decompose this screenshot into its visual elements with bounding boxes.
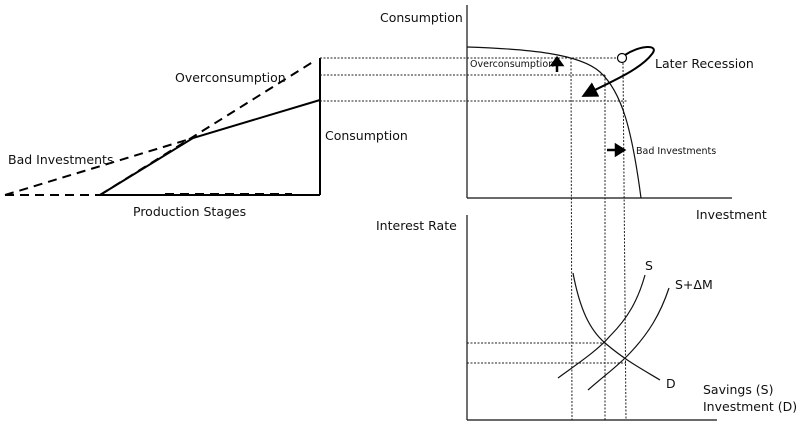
unsustainable-point [616, 52, 628, 64]
supply-label: S [645, 258, 653, 273]
recession-arrow [581, 46, 655, 97]
ppf-curve [466, 46, 642, 199]
bad-investments-label: Bad Investments [8, 152, 113, 167]
guide-lines [320, 57, 627, 421]
investment-axis-label: Investment [696, 207, 767, 222]
demand-curve [572, 272, 661, 381]
right-arrow-icon [607, 142, 627, 158]
hayekian-triangle: Overconsumption Bad Investments Consumpt… [4, 58, 408, 219]
overconsumption-small-label: Overconsumption [470, 59, 554, 70]
consumption-axis-label: Consumption [380, 10, 463, 25]
bad-investments-small-label: Bad Investments [636, 146, 716, 157]
overconsumption-label: Overconsumption [175, 70, 286, 85]
later-recession-label: Later Recession [655, 56, 754, 71]
overconsumption-dashed-line [99, 59, 317, 196]
loanable-funds-graph: Interest Rate S S+ΔM D Savings (S) Inves… [376, 215, 797, 421]
demand-label: D [666, 376, 676, 391]
supply-curve [557, 274, 646, 379]
supply-shift-label: S+ΔM [675, 277, 713, 292]
savings-label: Savings (S) [703, 382, 774, 397]
up-arrow-icon [549, 55, 565, 72]
ppf-graph: Consumption Investment Overconsumption B… [380, 5, 767, 222]
bad-investments-dashed-line [4, 137, 194, 196]
production-stages-label: Production Stages [133, 204, 246, 219]
consumption-label: Consumption [325, 128, 408, 143]
interest-rate-label: Interest Rate [376, 218, 457, 233]
supply-shift-curve [587, 287, 670, 391]
original-triangle-line [99, 99, 321, 196]
investment-d-label: Investment (D) [703, 399, 797, 414]
